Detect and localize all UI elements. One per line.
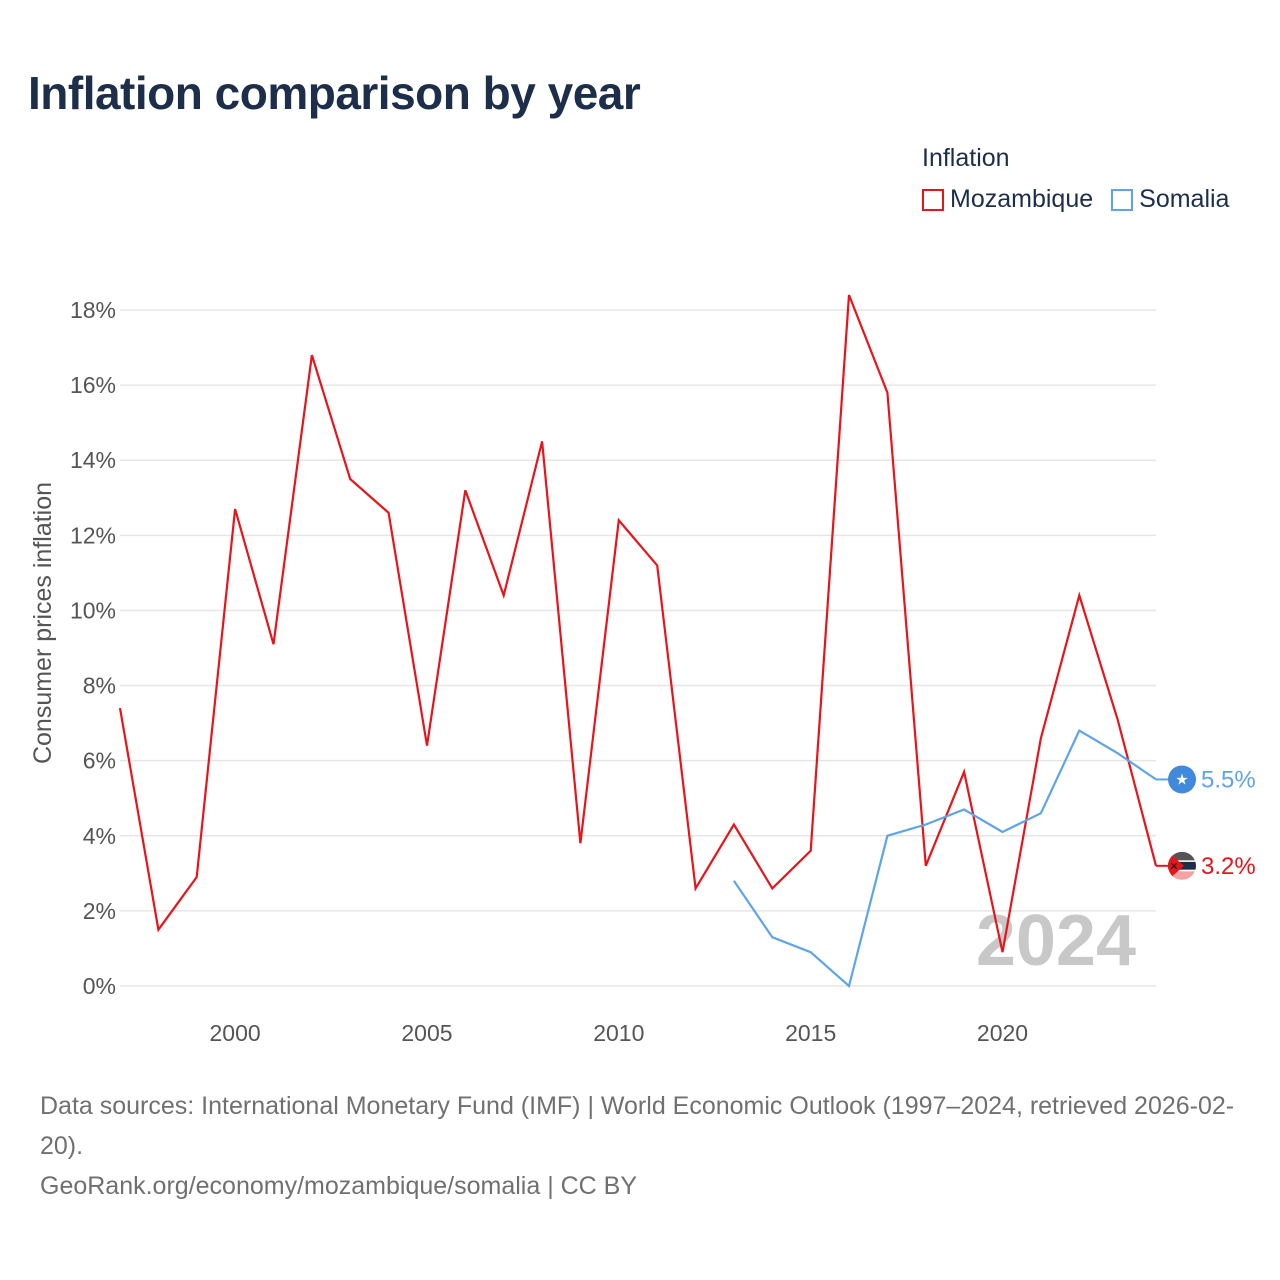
line-chart: 0%2%4%6%8%10%12%14%16%18% 2000 2005 2010 20… [29,289,1256,1046]
data-point[interactable] [766,882,778,894]
data-point[interactable] [574,837,586,849]
data-point[interactable] [1112,747,1124,759]
legend-swatch-somalia [1111,188,1134,211]
data-point[interactable] [651,559,663,571]
data-point[interactable] [267,638,279,650]
x-tick-label: 2010 [593,1020,644,1046]
data-point[interactable] [881,387,893,399]
data-point[interactable] [498,589,510,601]
y-tick-label: 16% [70,372,116,398]
legend-label-mozambique: Mozambique [950,185,1094,213]
data-point[interactable] [920,860,932,872]
credit-link[interactable]: GeoRank.org/economy/mozambique/somalia |… [40,1172,638,1200]
data-point[interactable] [881,830,893,842]
data-point[interactable] [114,702,126,714]
data-point[interactable] [920,819,932,831]
footer: Data sources: International Monetary Fun… [40,1086,1250,1206]
y-tick-label: 14% [70,447,116,473]
x-tick-label: 2020 [977,1020,1028,1046]
data-point[interactable] [997,946,1009,958]
data-point[interactable] [1073,589,1085,601]
legend-title: Inflation [922,144,1010,172]
data-point[interactable] [766,931,778,943]
legend-label-somalia: Somalia [1139,185,1230,213]
data-point[interactable] [958,766,970,778]
series-line-mozambique[interactable] [118,294,1158,953]
end-value-label-mozambique: 3.2% [1201,853,1256,880]
data-point[interactable] [1035,807,1047,819]
y-tick-label: 8% [83,673,116,699]
legend-swatch-mozambique [922,188,944,211]
y-axis-label: Consumer prices inflation [29,482,57,764]
y-tick-label: 12% [70,522,116,548]
data-point[interactable] [191,871,203,883]
data-point[interactable] [690,882,702,894]
data-point[interactable] [728,875,740,887]
mozambique-flag-icon: ✕ [1168,851,1196,880]
x-axis-ticks: 2000 2005 2010 2015 2020 [210,1020,1029,1046]
y-tick-label: 10% [70,597,116,623]
x-tick-label: 2015 [785,1020,836,1046]
legend-item-mozambique[interactable]: Mozambique [922,185,1093,214]
data-point[interactable] [843,980,855,992]
data-point[interactable] [1073,725,1085,737]
data-point[interactable] [997,826,1009,838]
x-tick-label: 2000 [210,1020,261,1046]
legend: Inflation Mozambique Somalia [922,144,1229,214]
data-point[interactable] [1035,732,1047,744]
data-point[interactable] [805,946,817,958]
data-point[interactable] [1112,713,1124,725]
svg-text:★: ★ [1175,770,1188,788]
y-tick-label: 6% [83,748,116,774]
series-end-labels: ✕ 3.2% ★ 5.5% [1156,765,1256,880]
chart-title: Inflation comparison by year [28,67,641,119]
end-value-label-somalia: 5.5% [1201,766,1256,793]
data-point[interactable] [843,289,855,301]
series-line-somalia[interactable] [732,729,1157,989]
data-point[interactable] [344,473,356,485]
data-point[interactable] [459,484,471,496]
data-point[interactable] [728,819,740,831]
y-tick-label: 18% [70,297,116,323]
data-point[interactable] [613,514,625,526]
data-point[interactable] [383,507,395,519]
grid-lines [120,309,1156,987]
y-tick-label: 4% [83,823,116,849]
data-point[interactable] [536,435,548,447]
data-point[interactable] [152,924,164,936]
legend-item-somalia[interactable]: Somalia [1111,185,1229,214]
series-lines [114,289,1158,992]
x-tick-label: 2005 [401,1020,452,1046]
svg-text:✕: ✕ [1169,860,1178,873]
data-point[interactable] [229,503,241,515]
data-source-note: Data sources: International Monetary Fun… [40,1092,1235,1160]
data-point[interactable] [421,740,433,752]
year-watermark: 2024 [976,901,1136,981]
y-axis-ticks: 0% 2% 4% 6% 8% 10% 12% 14% 16% 18% [70,297,116,999]
data-point[interactable] [805,845,817,857]
y-tick-label: 0% [83,973,116,999]
data-point[interactable] [958,803,970,815]
somalia-flag-icon: ★ [1168,765,1196,794]
data-point[interactable] [306,349,318,361]
y-tick-label: 2% [83,898,116,924]
